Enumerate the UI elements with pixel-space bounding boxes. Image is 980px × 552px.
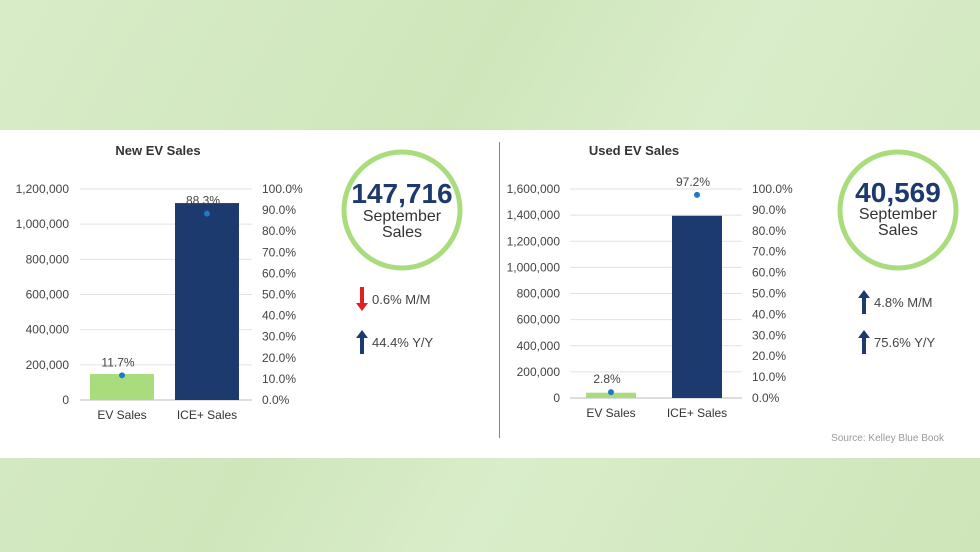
chart2-share-marker xyxy=(694,191,700,198)
sales-figure: New EV Sales 0 200,000 400,000 600,000 800,00… xyxy=(16,143,959,422)
kpi1-number: 147,716 xyxy=(351,178,452,209)
chart1-share-label: 88.3% xyxy=(186,194,220,208)
panel-divider xyxy=(499,142,500,438)
kpi2-arrow-up-icon xyxy=(858,330,870,354)
chart2-y-tick-label: 200,000 xyxy=(517,365,561,379)
chart2-share-label: 97.2% xyxy=(676,175,710,189)
kpi2-ring xyxy=(837,149,959,271)
source-note: Source: Kelley Blue Book xyxy=(831,433,944,444)
chart2-category-label: ICE+ Sales xyxy=(667,406,727,420)
kpi1-change-text: 0.6% M/M xyxy=(372,292,431,307)
chart2-share-label: 2.8% xyxy=(593,372,621,386)
chart2-y2-tick-label: 90.0% xyxy=(752,203,786,217)
kpi1-label-line2: Sales xyxy=(382,224,422,241)
kpi2-number: 40,569 xyxy=(855,177,941,208)
kpi2-label-line1: September xyxy=(859,206,938,223)
chart2-y2-tick-label: 100.0% xyxy=(752,182,793,196)
kpi1-arrow-up-icon xyxy=(356,330,368,354)
chart2-y2-tick-label: 30.0% xyxy=(752,328,786,342)
chart2-y2-tick-label: 50.0% xyxy=(752,287,786,301)
chart1-y-tick-label: 200,000 xyxy=(26,358,70,372)
chart2-y2-tick-label: 0.0% xyxy=(752,391,780,405)
chart1-y-tick-label: 400,000 xyxy=(26,323,70,337)
chart2-y2-tick-label: 60.0% xyxy=(752,266,786,280)
chart1-y2-tick-label: 10.0% xyxy=(262,372,296,386)
chart1-title: New EV Sales xyxy=(115,143,200,158)
chart1-y2-tick-label: 70.0% xyxy=(262,245,296,259)
chart2-y-tick-label: 1,000,000 xyxy=(507,260,561,274)
kpi1-change-text: 44.4% Y/Y xyxy=(372,335,434,350)
chart1-share-label: 11.7% xyxy=(101,355,134,369)
chart1-y2-tick-label: 90.0% xyxy=(262,203,296,217)
chart1-y-tick-label: 0 xyxy=(62,393,69,407)
chart1-share-marker xyxy=(204,210,210,217)
chart2-y-tick-label: 1,400,000 xyxy=(507,208,561,222)
chart2-y2-tick-label: 40.0% xyxy=(752,307,786,321)
chart2-category-label: EV Sales xyxy=(586,406,635,420)
chart2-y-tick-label: 1,600,000 xyxy=(507,182,561,196)
kpi2-change-text: 75.6% Y/Y xyxy=(874,335,936,350)
chart1-y2-tick-label: 0.0% xyxy=(262,393,290,407)
chart1-y2-tick-label: 50.0% xyxy=(262,288,296,302)
chart2-y2-tick-label: 70.0% xyxy=(752,245,786,259)
chart1-y2-tick-label: 30.0% xyxy=(262,330,296,344)
chart1-y2-tick-label: 60.0% xyxy=(262,266,296,280)
chart2-share-marker xyxy=(608,389,614,396)
chart1-y-tick-label: 1,000,000 xyxy=(16,217,70,231)
kpi1-label-line1: September xyxy=(363,208,442,225)
chart2-y-tick-label: 0 xyxy=(553,391,560,405)
chart2-y-tick-label: 800,000 xyxy=(517,287,561,301)
chart2-y-tick-label: 600,000 xyxy=(517,313,561,327)
sales-panel: New EV Sales 0 200,000 400,000 600,000 800,00… xyxy=(0,130,980,458)
kpi1-ring xyxy=(341,149,463,271)
chart2-bar-2 xyxy=(672,215,722,398)
chart2-y-tick-label: 400,000 xyxy=(517,339,561,353)
chart1-category-label: ICE+ Sales xyxy=(177,408,237,422)
chart1-y-tick-label: 800,000 xyxy=(26,252,70,266)
chart1-y2-tick-label: 100.0% xyxy=(262,182,303,196)
chart1-y2-tick-label: 40.0% xyxy=(262,309,296,323)
chart2-title: Used EV Sales xyxy=(589,143,679,158)
chart1-y-tick-label: 1,200,000 xyxy=(16,182,70,196)
chart2-bar-1 xyxy=(586,392,636,398)
chart1-bar-2 xyxy=(175,203,239,400)
kpi2-label-line2: Sales xyxy=(878,222,918,239)
kpi2-change-text: 4.8% M/M xyxy=(874,295,933,310)
chart2-y2-tick-label: 10.0% xyxy=(752,370,786,384)
chart1-category-label: EV Sales xyxy=(97,408,146,422)
kpi2-arrow-up-icon xyxy=(858,290,870,314)
chart1-y-tick-label: 600,000 xyxy=(26,288,70,302)
kpi1-arrow-down-icon xyxy=(356,287,368,311)
chart1-bar-1 xyxy=(90,374,154,400)
chart1-y2-tick-label: 80.0% xyxy=(262,224,296,238)
chart1-y2-tick-label: 20.0% xyxy=(262,351,296,365)
chart2-y-tick-label: 1,200,000 xyxy=(507,234,561,248)
chart2-y2-tick-label: 20.0% xyxy=(752,349,786,363)
chart2-y2-tick-label: 80.0% xyxy=(752,224,786,238)
chart1-share-marker xyxy=(119,372,125,379)
